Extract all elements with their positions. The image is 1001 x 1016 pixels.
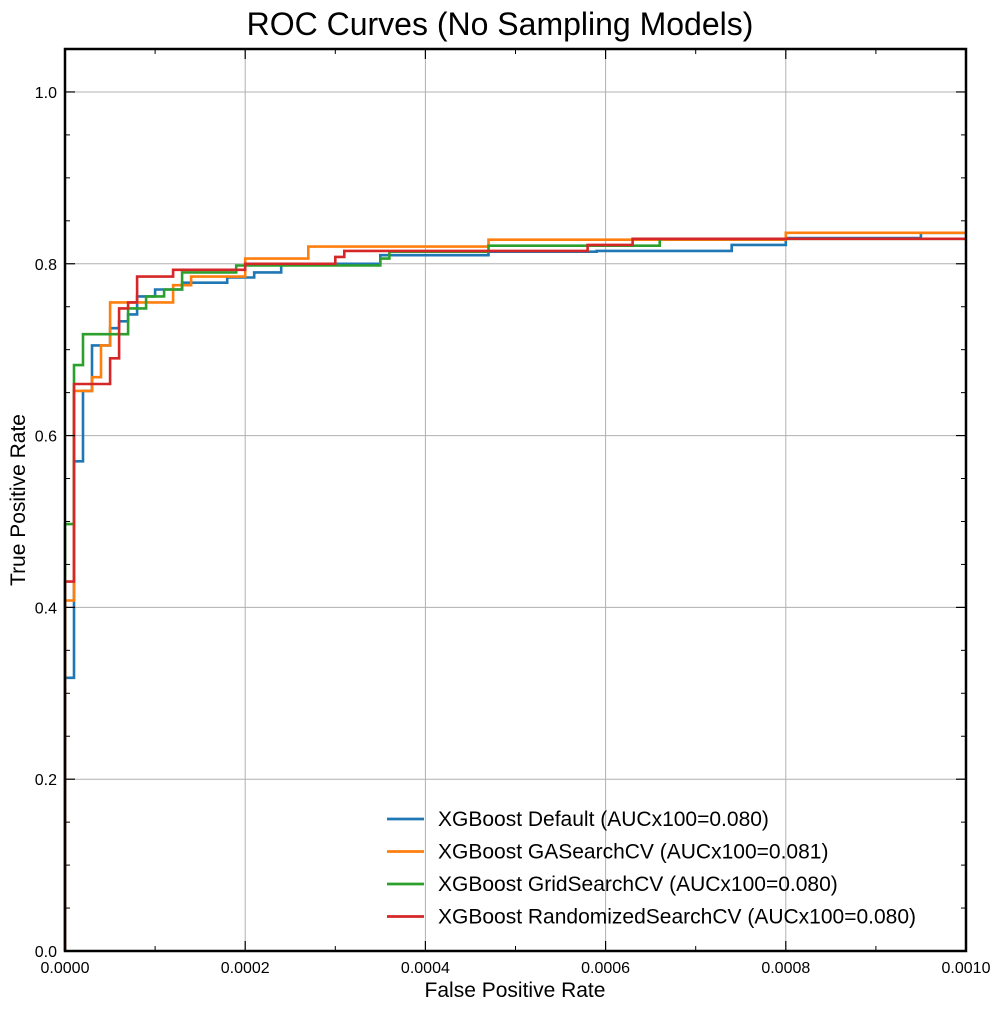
x-tick-label: 0.0008 [761, 960, 810, 977]
legend-entry: XGBoost GridSearchCV (AUCx100=0.080) [438, 873, 838, 896]
y-tick-label: 0.0 [35, 944, 57, 961]
x-tick-label: 0.0002 [221, 960, 270, 977]
x-tick-label: 0.0004 [401, 960, 450, 977]
y-tick-label: 1.0 [35, 85, 57, 102]
chart-title: ROC Curves (No Sampling Models) [247, 6, 754, 42]
y-tick-label: 0.4 [35, 600, 57, 617]
series-line-4 [63, 237, 966, 951]
tick-labels: 0.0000 0.0002 0.0004 0.0006 0.0008 0.0010 0.0 0… [35, 85, 991, 977]
y-tick-label: 0.6 [35, 429, 57, 446]
legend-entry: XGBoost Default (AUCx100=0.080) [438, 808, 769, 831]
grid-lines [65, 49, 966, 951]
legend-entry: XGBoost GASearchCV (AUCx100=0.081) [438, 841, 828, 864]
x-tick-label: 0.0010 [942, 960, 991, 977]
legend: XGBoost Default (AUCx100=0.080) XGBoost G… [387, 808, 916, 929]
axis-ticks [64, 49, 967, 952]
y-tick-label: 0.8 [35, 257, 57, 274]
x-axis-label: False Positive Rate [425, 979, 606, 1002]
x-tick-label: 0.0000 [41, 960, 90, 977]
series-lines [63, 231, 966, 951]
legend-entry: XGBoost RandomizedSearchCV (AUCx100=0.08… [438, 906, 916, 929]
y-axis-label: True Positive Rate [7, 414, 30, 586]
x-tick-label: 0.0006 [581, 960, 630, 977]
y-tick-label: 0.2 [35, 772, 57, 789]
